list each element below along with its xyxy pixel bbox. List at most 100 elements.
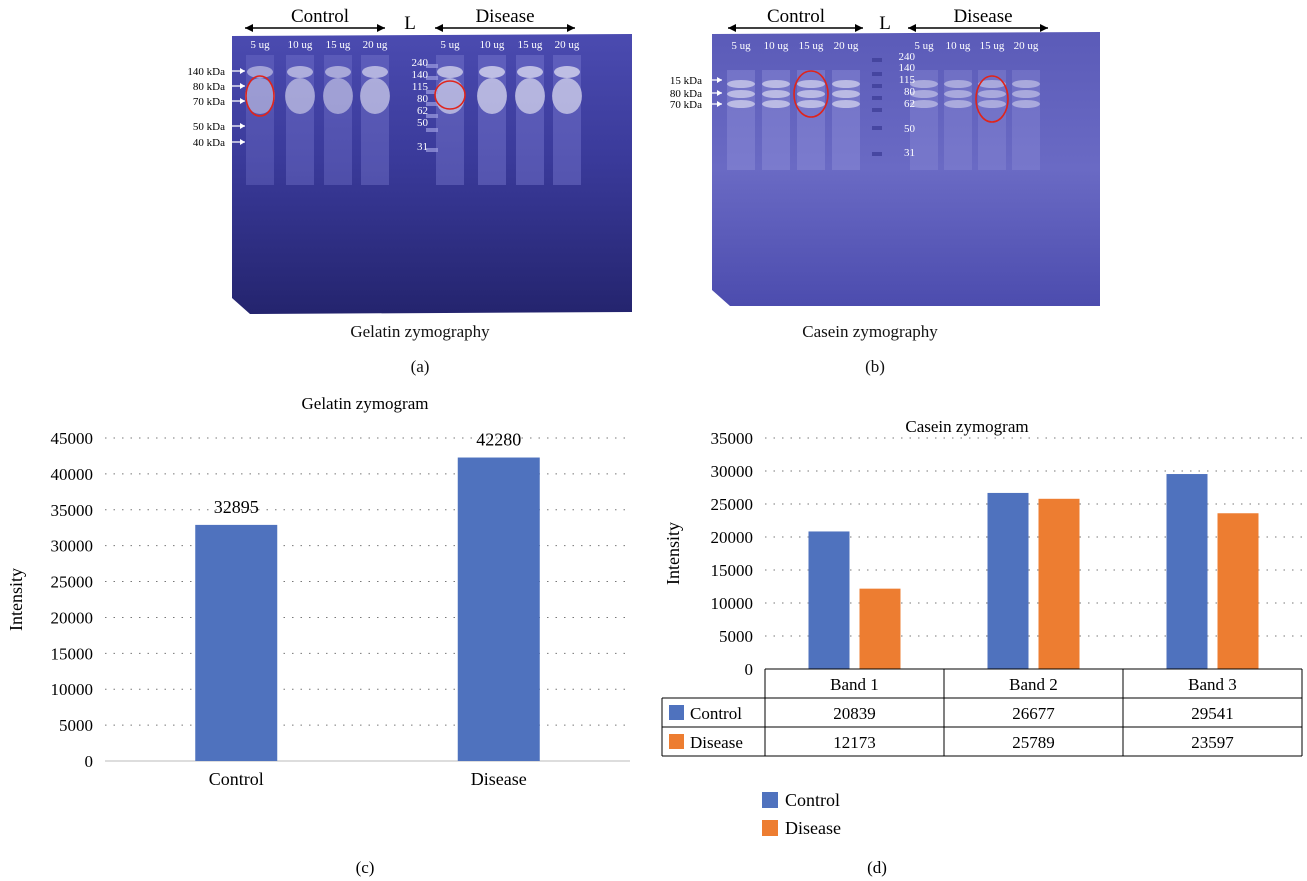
lane-label: 5 ug xyxy=(440,39,460,51)
gel-band xyxy=(727,100,755,108)
y-tick-label: 25000 xyxy=(51,573,94,592)
gel-band xyxy=(323,78,353,114)
ladder-label: 140 xyxy=(412,69,429,81)
bar xyxy=(1167,474,1208,669)
bar xyxy=(809,531,850,669)
y-tick-label: 40000 xyxy=(51,465,94,484)
y-tick-label: 30000 xyxy=(51,537,94,556)
ladder-band xyxy=(872,96,882,100)
x-tick-label: Band 3 xyxy=(1188,675,1237,694)
panel-b-caption: Casein zymography xyxy=(770,322,970,342)
gel-a-control-label: Control xyxy=(291,6,349,27)
table-series-label: Disease xyxy=(690,733,743,752)
gel-band xyxy=(832,80,860,88)
marker-label: 140 kDa xyxy=(187,66,225,78)
table-cell: 23597 xyxy=(1191,733,1234,752)
ladder-label: 115 xyxy=(899,74,916,86)
y-tick-label: 0 xyxy=(745,660,754,679)
gel-band xyxy=(762,80,790,88)
lane-label: 20 ug xyxy=(363,39,388,51)
y-tick-label: 20000 xyxy=(711,528,754,547)
bar xyxy=(195,525,277,761)
bar xyxy=(988,493,1029,669)
table-cell: 12173 xyxy=(833,733,876,752)
ladder-band xyxy=(872,108,882,112)
bar xyxy=(1039,499,1080,669)
x-tick-label: Band 2 xyxy=(1009,675,1058,694)
gel-band xyxy=(832,90,860,98)
gel-b-control-label: Control xyxy=(767,6,825,27)
panel-a: Control L Disease 5 ug 10 ug 15 ug 20 ug 5 u… xyxy=(170,0,650,380)
y-tick-label: 25000 xyxy=(711,495,754,514)
gelatin-gel-image: Control L Disease 5 ug 10 ug 15 ug 20 ug 5 u… xyxy=(170,0,650,320)
legend-key-swatch xyxy=(669,705,684,720)
casein-zymogram-chart: Casein zymogram Intensity 0 5000 10000 1500… xyxy=(657,391,1307,881)
x-tick-label: Disease xyxy=(471,769,527,789)
gel-b-disease-label: Disease xyxy=(953,6,1012,27)
gel-band xyxy=(554,66,580,78)
marker-label: 115 kDa xyxy=(670,75,702,87)
gel-band xyxy=(362,66,388,78)
lane-label: 5 ug xyxy=(250,39,270,51)
table-cell: 25789 xyxy=(1012,733,1055,752)
table-series-label: Control xyxy=(690,704,742,723)
gel-band xyxy=(517,66,543,78)
table-cell: 26677 xyxy=(1012,704,1055,723)
lane-label: 15 ug xyxy=(518,39,543,51)
lane-label: 15 ug xyxy=(980,40,1005,52)
casein-gel-image: Control L Disease 5 ug 10 ug 15 ug 20 ug 5 u… xyxy=(670,0,1170,320)
gel-a-ladder-label: L xyxy=(404,13,416,34)
ladder-band xyxy=(872,152,882,156)
lane-label: 15 ug xyxy=(326,39,351,51)
gel-band xyxy=(515,78,545,114)
ladder-band xyxy=(872,84,882,88)
gel-band xyxy=(797,90,825,98)
y-tick-label: 10000 xyxy=(711,594,754,613)
gel-band xyxy=(477,78,507,114)
y-tick-label: 15000 xyxy=(51,644,94,663)
gel-band xyxy=(797,100,825,108)
gel-band xyxy=(285,78,315,114)
ladder-label: 31 xyxy=(417,141,428,153)
x-tick-label: Band 1 xyxy=(830,675,879,694)
ladder-label: 50 xyxy=(417,117,429,129)
bar xyxy=(1218,513,1259,669)
gel-band xyxy=(1012,100,1040,108)
y-tick-label: 5000 xyxy=(719,627,753,646)
lane-label: 20 ug xyxy=(555,39,580,51)
bar xyxy=(458,458,540,761)
panel-a-caption: Gelatin zymography xyxy=(320,322,520,342)
y-axis-label: Intensity xyxy=(663,522,683,585)
y-tick-label: 30000 xyxy=(711,462,754,481)
marker-label: 70 kDa xyxy=(193,96,225,108)
table-cell: 20839 xyxy=(833,704,876,723)
legend-label: Disease xyxy=(785,818,841,838)
ladder-label: 50 xyxy=(904,123,916,135)
panel-b: Control L Disease 5 ug 10 ug 15 ug 20 ug 5 u… xyxy=(670,0,1170,380)
ladder-band xyxy=(872,58,882,62)
lane-label: 5 ug xyxy=(914,40,934,52)
legend-swatch xyxy=(762,792,778,808)
legend-label: Control xyxy=(785,790,840,810)
gel-band xyxy=(360,78,390,114)
gel-band xyxy=(762,90,790,98)
x-tick-label: Control xyxy=(209,769,264,789)
gel-band xyxy=(762,100,790,108)
gel-band xyxy=(287,66,313,78)
marker-label: 70 kDa xyxy=(670,99,702,111)
lane-label: 20 ug xyxy=(834,40,859,52)
gel-band xyxy=(978,90,1006,98)
marker-label: 50 kDa xyxy=(193,121,225,133)
ladder-band xyxy=(872,126,882,130)
gel-band xyxy=(727,80,755,88)
table-cell: 29541 xyxy=(1191,704,1234,723)
ladder-label: 240 xyxy=(412,57,429,69)
lane-label: 5 ug xyxy=(731,40,751,52)
gel-band xyxy=(797,80,825,88)
panel-a-letter: (a) xyxy=(360,357,480,377)
gel-a-disease-label: Disease xyxy=(475,6,534,27)
y-tick-label: 35000 xyxy=(51,501,94,520)
ladder-label: 62 xyxy=(417,105,428,117)
y-tick-label: 35000 xyxy=(711,429,754,448)
panel-d-letter: (d) xyxy=(867,858,887,877)
